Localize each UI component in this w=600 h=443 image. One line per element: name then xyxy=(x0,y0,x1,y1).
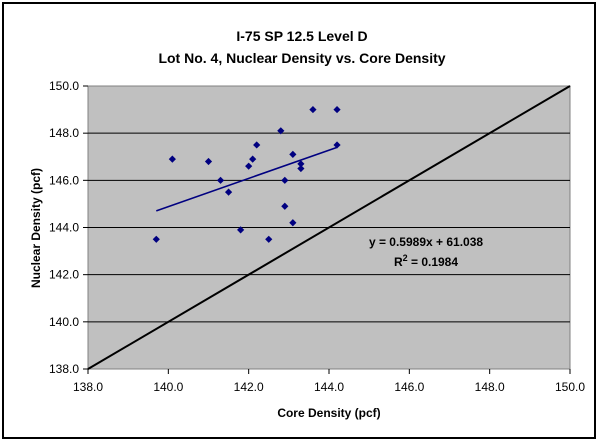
x-tick-label-0: 138.0 xyxy=(73,380,103,394)
data-point-2 xyxy=(204,157,213,166)
data-point-19 xyxy=(333,141,341,149)
x-tick-label-6: 150.0 xyxy=(555,380,585,394)
x-tick-label-2: 142.0 xyxy=(234,380,264,394)
data-point-5 xyxy=(237,226,245,234)
data-point-3 xyxy=(216,176,225,184)
data-point-9 xyxy=(265,235,273,243)
r-squared-superscript: 2 xyxy=(403,253,408,263)
x-axis-label: Core Density (pcf) xyxy=(277,406,380,420)
equality-line-layer xyxy=(87,85,571,370)
y-axis-label: Nuclear Density (pcf) xyxy=(29,168,43,288)
data-point-0 xyxy=(152,235,160,243)
data-point-4 xyxy=(224,188,233,196)
data-point-1 xyxy=(168,155,176,163)
chart-subtitle: Lot No. 4, Nuclear Density vs. Core Dens… xyxy=(158,50,445,66)
y-tick-label-5: 148.0 xyxy=(49,126,79,140)
data-point-7 xyxy=(249,155,257,163)
chart-title: I-75 SP 12.5 Level D xyxy=(236,28,367,44)
trendline xyxy=(156,146,338,212)
y-tick-label-4: 146.0 xyxy=(49,173,79,187)
data-point-17 xyxy=(309,105,317,114)
data-point-10 xyxy=(277,127,285,135)
data-point-16 xyxy=(297,160,305,168)
data-point-8 xyxy=(253,141,261,149)
data-point-15 xyxy=(297,164,305,173)
y-tick-label-0: 138.0 xyxy=(49,362,79,376)
y-tick-label-2: 142.0 xyxy=(49,268,79,282)
equality-line xyxy=(87,85,571,370)
x-tick-label-4: 146.0 xyxy=(394,380,424,394)
x-tick-label-5: 148.0 xyxy=(475,380,505,394)
y-tick-label-6: 150.0 xyxy=(49,79,79,93)
r-squared-value: = 0.1984 xyxy=(408,255,459,269)
data-point-12 xyxy=(281,202,289,210)
r-squared-label: R2 = 0.1984 xyxy=(394,253,458,269)
x-tick-label-1: 140.0 xyxy=(153,380,183,394)
data-point-11 xyxy=(281,176,289,184)
r-squared-prefix: R xyxy=(394,255,403,269)
data-point-13 xyxy=(289,150,297,158)
data-point-18 xyxy=(333,105,341,114)
x-axis-ticks: 138.0 140.0 142.0 144.0 146.0 148.0 150.0 xyxy=(73,369,585,394)
y-tick-label-1: 140.0 xyxy=(49,315,79,329)
y-tick-label-3: 144.0 xyxy=(49,221,79,235)
x-tick-label-3: 144.0 xyxy=(314,380,344,394)
trendline-layer xyxy=(156,146,338,212)
data-point-6 xyxy=(245,162,253,170)
data-points xyxy=(152,105,341,243)
trendline-equation: y = 0.5989x + 61.038 xyxy=(369,235,483,249)
data-point-14 xyxy=(289,219,297,227)
y-axis-ticks: 138.0 140.0 142.0 144.0 146.0 148.0 150.0 xyxy=(49,79,88,376)
